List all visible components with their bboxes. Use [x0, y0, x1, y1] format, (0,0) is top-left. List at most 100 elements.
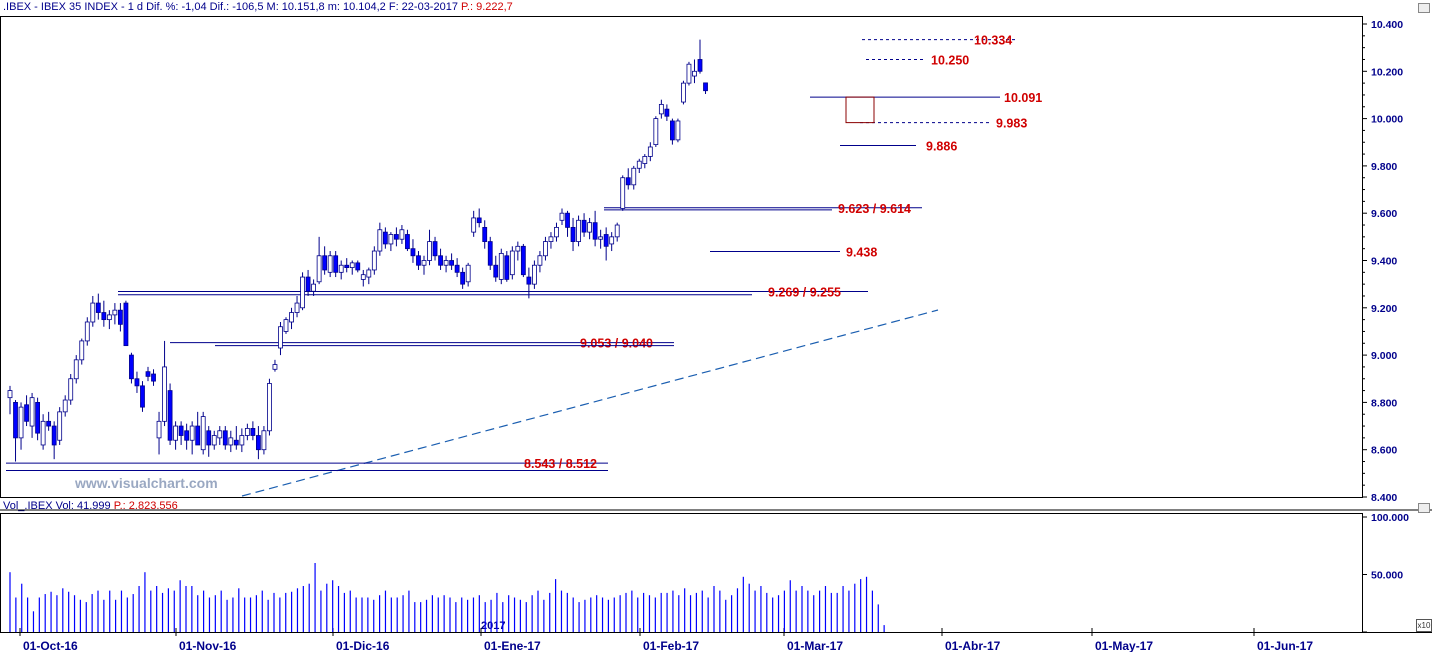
candle-body	[399, 229, 405, 240]
candle-body	[283, 319, 289, 332]
candle-body	[692, 70, 697, 77]
candle-body	[272, 364, 278, 370]
candle-body	[565, 212, 570, 228]
candle-body	[200, 416, 206, 451]
x-tick-label: 01-Oct-16	[23, 639, 78, 652]
candle-body	[465, 264, 471, 283]
candle-body	[333, 255, 339, 273]
candle-body	[7, 390, 13, 399]
candle-body	[482, 226, 488, 242]
candle-body	[167, 390, 173, 441]
vol-y-tick-label: 100.000	[1371, 512, 1409, 524]
trendline	[241, 309, 939, 497]
y-tick-label: 9.200	[1371, 303, 1397, 315]
candle-body	[106, 314, 112, 321]
header-price: P.: 9.222,7	[461, 1, 513, 13]
candle-body	[95, 302, 101, 313]
y-tick-label: 9.000	[1371, 350, 1397, 362]
x-tick-label: 01-Mar-17	[787, 639, 843, 652]
candle-body	[123, 302, 129, 347]
volume-header: Vol_.IBEX Vol: 41.999 P.: 2.823.556	[3, 500, 178, 512]
candle-body	[278, 326, 283, 349]
candle-body	[344, 264, 350, 268]
candle-body	[355, 262, 361, 271]
candle-body	[178, 425, 184, 436]
candle-body	[570, 226, 576, 242]
level-label: 9.269 / 9.255	[768, 285, 841, 299]
candle-body	[642, 156, 648, 164]
candle-body	[134, 378, 140, 387]
candle-body	[576, 219, 581, 242]
candle-body	[79, 340, 85, 361]
x-tick-label: 01-Abr-17	[945, 639, 1001, 652]
candle-body	[29, 397, 35, 427]
candle-body	[46, 420, 52, 427]
x-tick-label: 01-Feb-17	[643, 639, 699, 652]
y-tick-label: 8.400	[1371, 492, 1397, 504]
x-tick-label: 01-Ene-17	[484, 639, 541, 652]
candle-body	[73, 359, 79, 380]
level-label: 10.091	[1004, 91, 1042, 105]
candle-body	[664, 108, 670, 117]
candle-body	[647, 146, 653, 157]
candle-body	[267, 383, 272, 432]
x-tick-label: 01-Nov-16	[179, 639, 237, 652]
header-max: M: 10.151,8	[266, 1, 325, 13]
candle-body	[261, 430, 267, 451]
year-marker: 2017	[481, 620, 505, 632]
level-label: 9.053 / 9.040	[580, 337, 653, 351]
candle-body	[609, 236, 615, 245]
gap-box	[845, 96, 875, 124]
level-label: 9.886	[926, 140, 957, 154]
price-panel-frame	[0, 16, 1363, 498]
volume-scroll-up[interactable]	[1418, 503, 1430, 513]
y-tick-label: 9.400	[1371, 256, 1397, 268]
candle-body	[581, 219, 587, 233]
volume-price: P.: 2.823.556	[113, 500, 178, 512]
candle-body	[90, 302, 96, 323]
y-tick-label: 9.600	[1371, 208, 1397, 220]
candle-body	[603, 234, 609, 247]
candle-body	[493, 264, 499, 278]
candle-body	[460, 271, 466, 285]
candle-body	[360, 274, 366, 280]
candle-body	[327, 255, 333, 273]
header-ticker: .IBEX - IBEX 35 INDEX - 1 d	[3, 1, 143, 13]
candle-body	[620, 177, 626, 209]
candle-body	[509, 250, 515, 276]
candle-body	[156, 420, 162, 439]
candle-body	[697, 59, 703, 72]
candle-body	[421, 260, 427, 266]
candle-body	[51, 425, 57, 446]
level-label: 9.983	[996, 117, 1027, 131]
candle-body	[101, 312, 107, 321]
candle-body	[228, 437, 234, 446]
candle-body	[377, 229, 383, 252]
candle-body	[498, 253, 504, 280]
candle-body	[184, 430, 190, 441]
level-label: 10.334	[974, 34, 1012, 48]
y-tick-label: 9.800	[1371, 161, 1397, 173]
candle-body	[316, 255, 322, 283]
y-tick-label: 10.000	[1371, 114, 1403, 126]
price-scroll-up[interactable]	[1418, 3, 1430, 13]
candle-body	[559, 212, 565, 221]
candle-body	[416, 255, 421, 266]
candle-body	[300, 276, 305, 309]
candle-body	[371, 250, 377, 271]
candle-body	[250, 428, 256, 436]
candle-body	[129, 354, 134, 380]
candle-body	[405, 234, 410, 250]
candle-body	[598, 236, 604, 240]
candle-body	[40, 420, 46, 446]
candle-body	[206, 430, 212, 446]
level-label: 10.250	[931, 53, 969, 67]
candle-body	[625, 177, 631, 186]
candle-body	[211, 435, 217, 446]
candle-body	[393, 234, 399, 240]
chart-header: .IBEX - IBEX 35 INDEX - 1 d Dif. %: -1,0…	[3, 1, 513, 13]
candle-body	[311, 283, 317, 292]
candle-body	[233, 439, 239, 446]
